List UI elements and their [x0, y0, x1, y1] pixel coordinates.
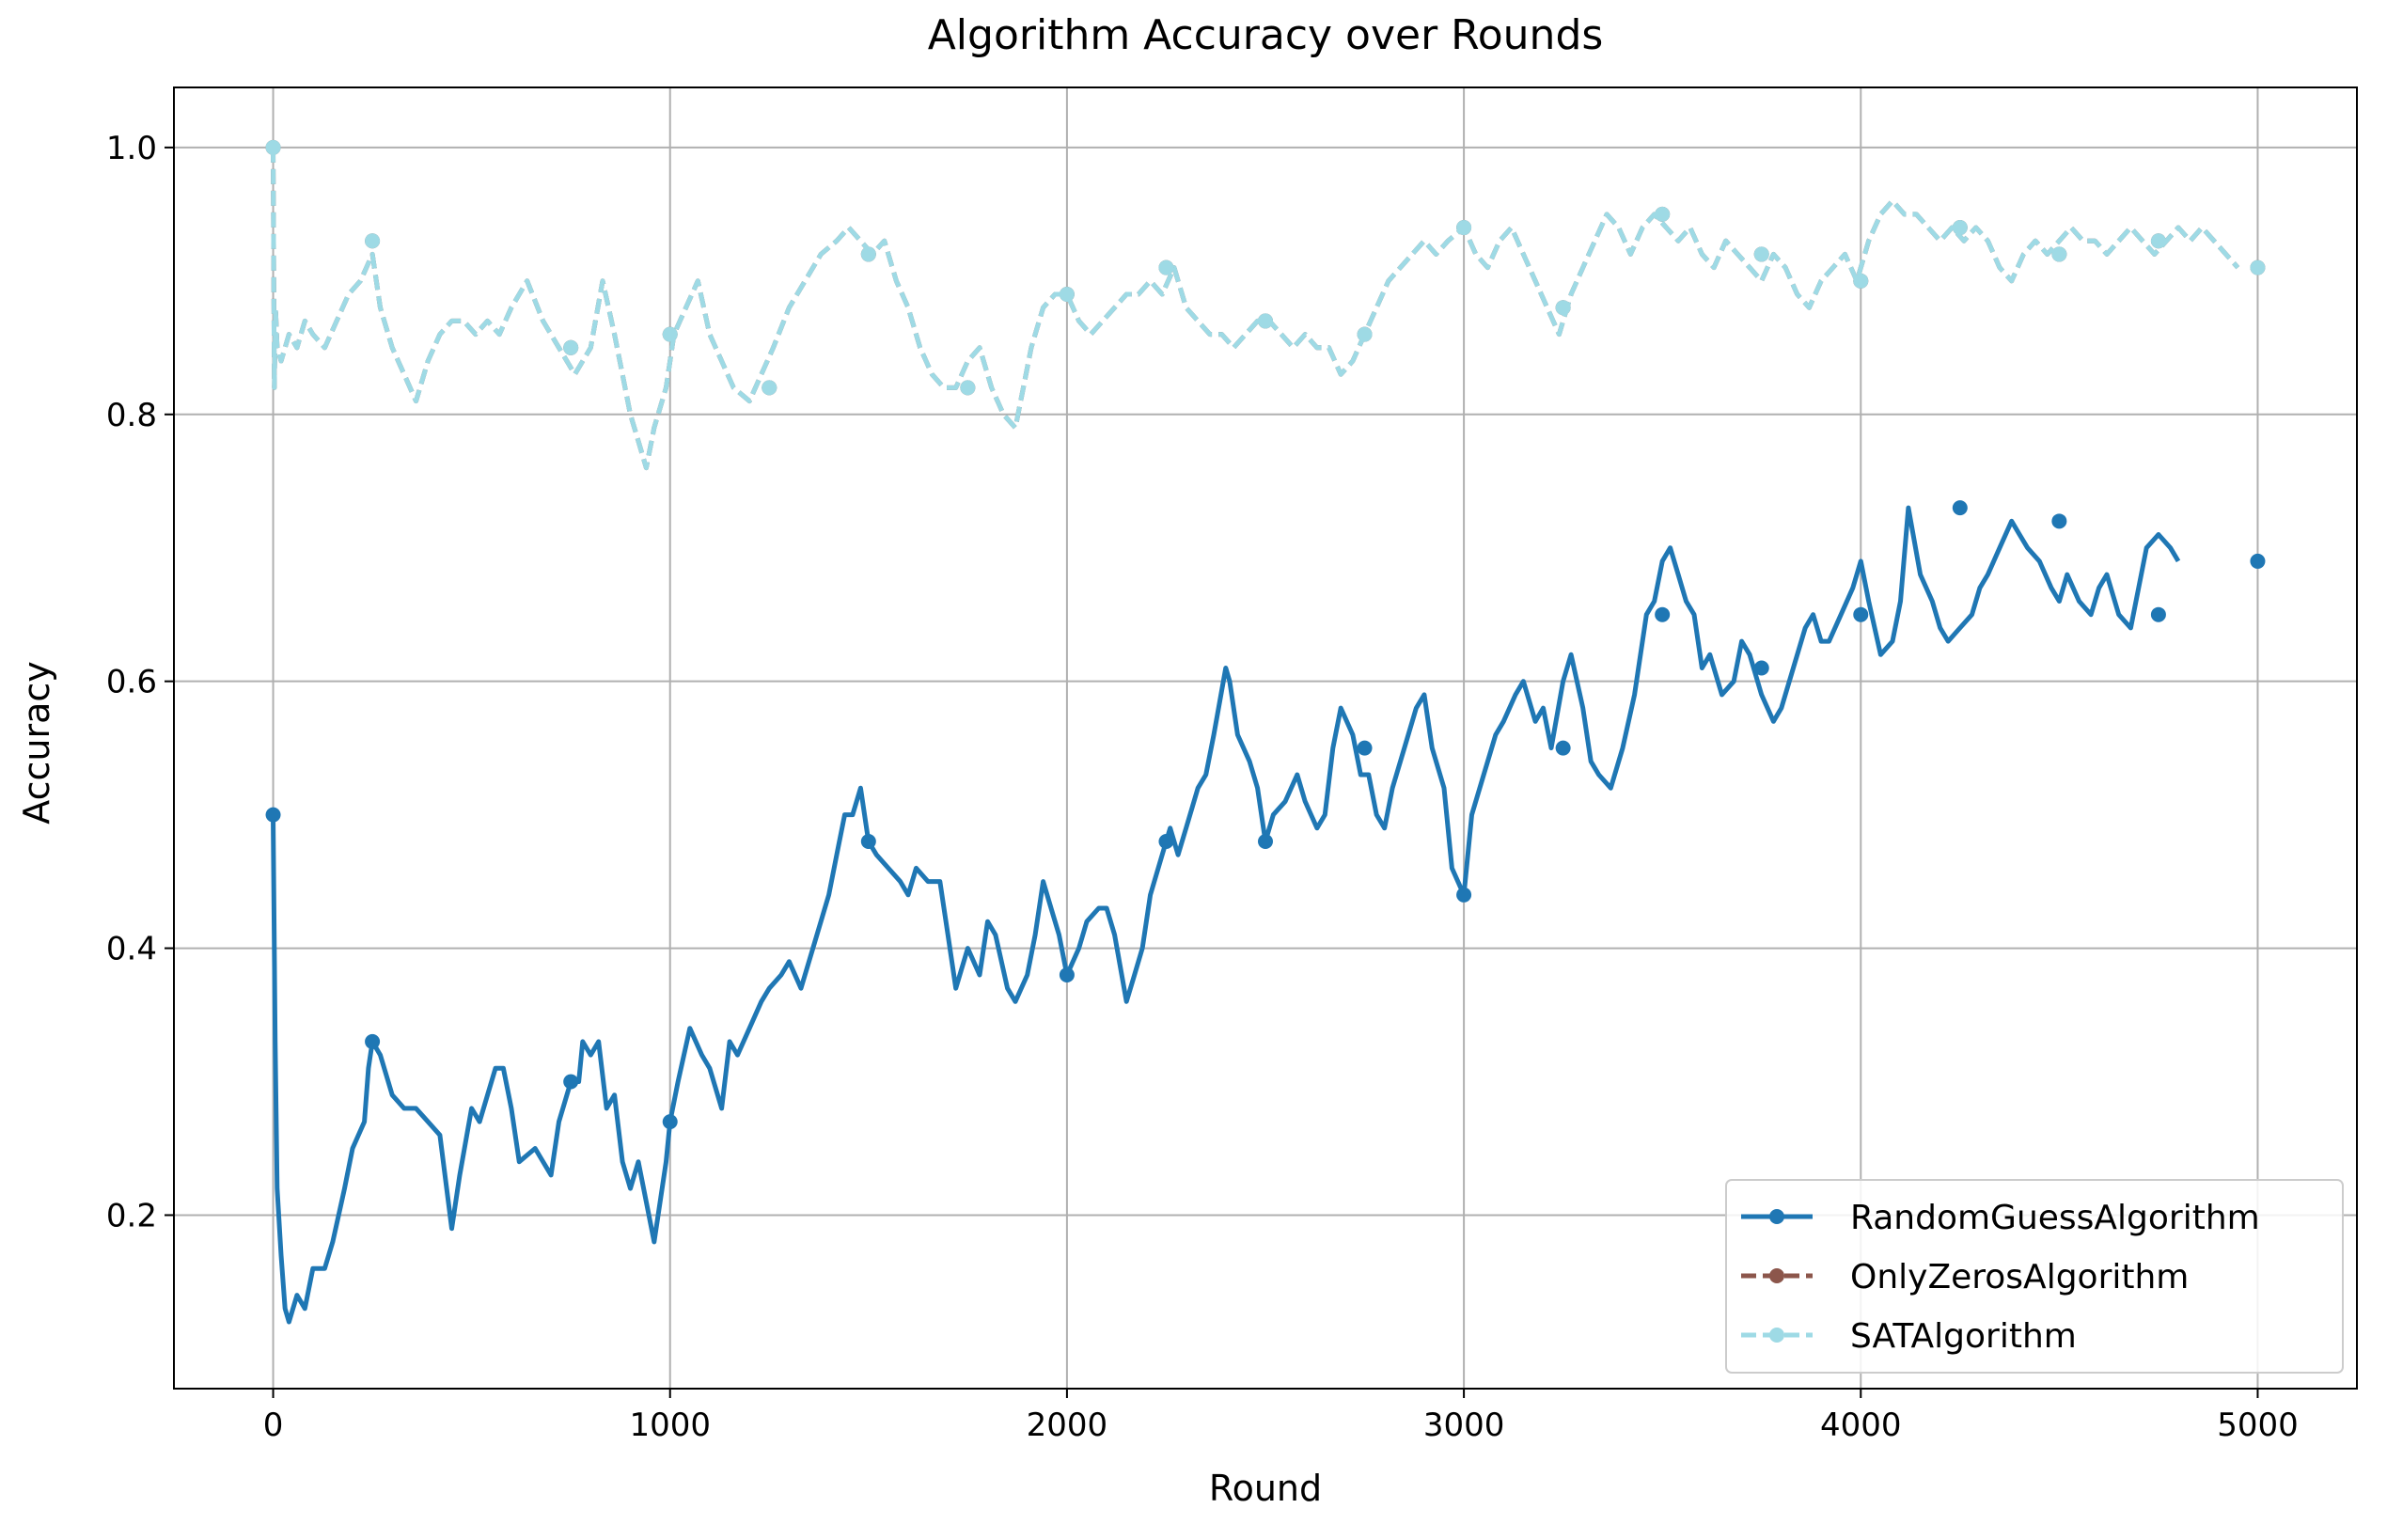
legend-item-random-guess: RandomGuessAlgorithm: [1741, 1199, 2260, 1237]
legend-label-random-guess: RandomGuessAlgorithm: [1850, 1199, 2260, 1237]
data-point-random-guess: [1357, 740, 1373, 756]
data-point-sat: [1753, 246, 1769, 262]
data-point-sat: [2250, 259, 2266, 275]
data-point-sat: [1655, 206, 1671, 222]
x-tick-label: 4000: [1820, 1406, 1902, 1444]
data-point-sat: [2150, 233, 2166, 249]
x-tick-label: 1000: [629, 1406, 711, 1444]
data-point-random-guess: [1853, 606, 1869, 622]
data-point-random-guess: [860, 834, 876, 850]
data-point-sat: [1952, 220, 1968, 236]
legend-box: [1725, 1179, 2344, 1374]
data-point-random-guess: [365, 1033, 381, 1049]
x-tick-label: 3000: [1423, 1406, 1505, 1444]
data-point-sat: [960, 380, 976, 396]
y-tick-label: 0.6: [106, 664, 157, 701]
data-point-sat: [1158, 259, 1174, 275]
data-point-sat: [1059, 287, 1075, 303]
data-point-random-guess: [1952, 500, 1968, 516]
x-axis-label: Round: [1209, 1468, 1322, 1509]
data-point-sat: [563, 339, 579, 355]
legend-marker-sat: [1769, 1328, 1784, 1343]
y-tick-label: 0.2: [106, 1197, 157, 1234]
x-tick-label: 2000: [1027, 1406, 1108, 1444]
legend: RandomGuessAlgorithm OnlyZerosAlgorithm …: [1725, 1179, 2344, 1374]
data-point-sat: [265, 139, 281, 155]
y-tick-label: 1.0: [106, 130, 157, 167]
data-point-sat: [860, 246, 876, 262]
data-point-random-guess: [1258, 834, 1273, 850]
legend-item-only-zeros: OnlyZerosAlgorithm: [1741, 1258, 2189, 1296]
data-point-sat: [1357, 326, 1373, 342]
chart-title: Algorithm Accuracy over Rounds: [928, 11, 1604, 59]
data-point-sat: [1258, 313, 1273, 329]
legend-label-only-zeros: OnlyZerosAlgorithm: [1850, 1258, 2189, 1296]
data-point-sat: [365, 233, 381, 249]
data-point-random-guess: [1158, 834, 1174, 850]
data-point-sat: [662, 326, 678, 342]
x-tick-label: 5000: [2217, 1406, 2299, 1444]
series-layer: [265, 139, 2266, 1325]
data-point-random-guess: [1655, 606, 1671, 622]
data-point-sat: [2051, 246, 2067, 262]
data-point-random-guess: [2250, 553, 2266, 569]
y-tick-label: 0.8: [106, 397, 157, 434]
legend-marker-random-guess: [1769, 1209, 1784, 1224]
data-point-sat: [1555, 300, 1571, 316]
ticks-layer: 0 1000 2000 3000 4000 5000 0.2 0.4 0.6 0.8 1.0: [106, 130, 2299, 1444]
grid: [174, 87, 2357, 1389]
data-point-random-guess: [1753, 660, 1769, 676]
data-point-random-guess: [2051, 513, 2067, 529]
y-axis-label: Accuracy: [16, 661, 57, 825]
legend-marker-only-zeros: [1769, 1268, 1784, 1283]
data-point-random-guess: [662, 1114, 678, 1130]
data-point-random-guess: [563, 1074, 579, 1090]
legend-item-sat: SATAlgorithm: [1741, 1317, 2077, 1356]
data-point-random-guess: [265, 807, 281, 823]
plot-frame: [173, 86, 2358, 1390]
data-point-random-guess: [1456, 887, 1472, 903]
data-point-random-guess: [1555, 740, 1571, 756]
y-tick-label: 0.4: [106, 931, 157, 968]
data-point-sat: [1456, 220, 1472, 236]
data-point-random-guess: [2150, 606, 2166, 622]
legend-label-sat: SATAlgorithm: [1850, 1317, 2077, 1356]
series-line-only-zeros: [271, 147, 2240, 471]
data-point-sat: [762, 380, 777, 396]
data-point-sat: [1853, 273, 1869, 289]
data-point-random-guess: [1059, 966, 1075, 982]
series-line-sat: [271, 147, 2240, 471]
x-tick-label: 0: [263, 1406, 284, 1444]
